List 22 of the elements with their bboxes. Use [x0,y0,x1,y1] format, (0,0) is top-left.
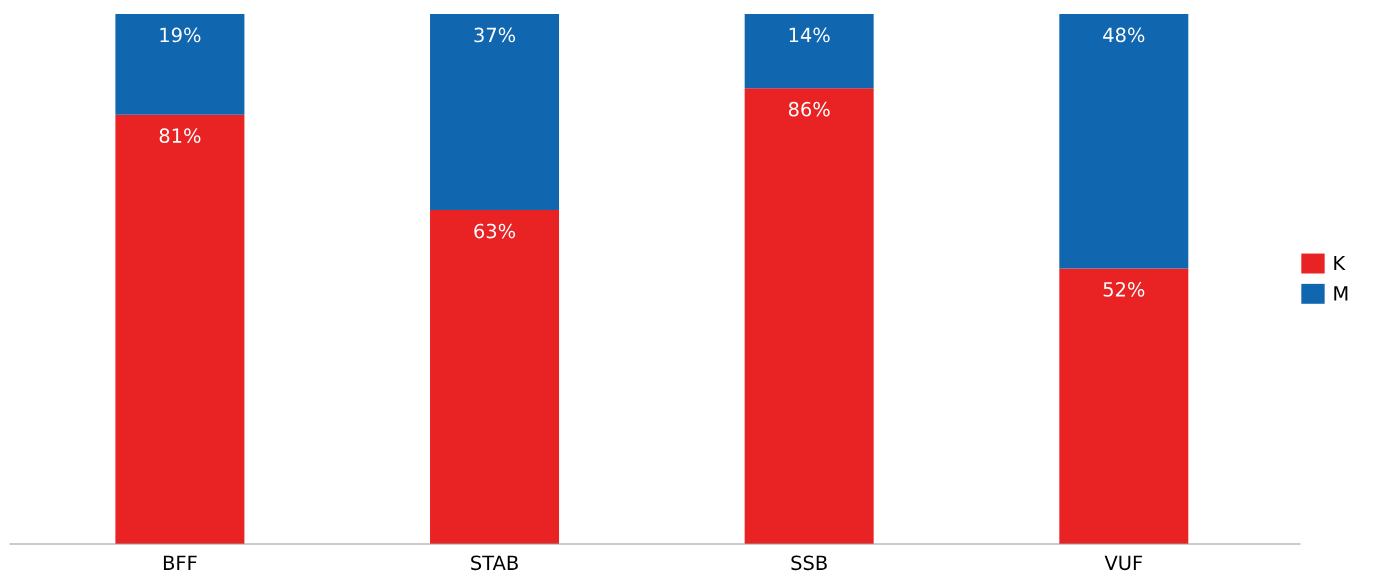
data-label: 37% [474,27,516,43]
data-label: 81% [159,128,201,143]
bar [1059,14,1189,269]
data-label: 86% [788,101,830,117]
data-label: 52% [1103,281,1145,297]
bar [744,14,874,89]
data-label: 14% [789,27,830,43]
legend-label: K [1334,255,1346,271]
data-label: 63% [474,223,516,239]
x-tick-label: BFF [163,555,197,570]
legend-label: M [1334,286,1348,301]
bar [115,114,245,544]
x-tick-label: SSB [791,555,827,571]
x-tick-label: STAB [471,555,518,571]
bar [1059,268,1189,544]
data-label: 19% [160,27,201,43]
data-label: 48% [1103,27,1145,43]
bar [115,14,245,115]
bar [744,88,874,544]
bar [430,14,560,211]
x-tick-label: VUF [1104,555,1143,571]
bar [430,210,560,544]
